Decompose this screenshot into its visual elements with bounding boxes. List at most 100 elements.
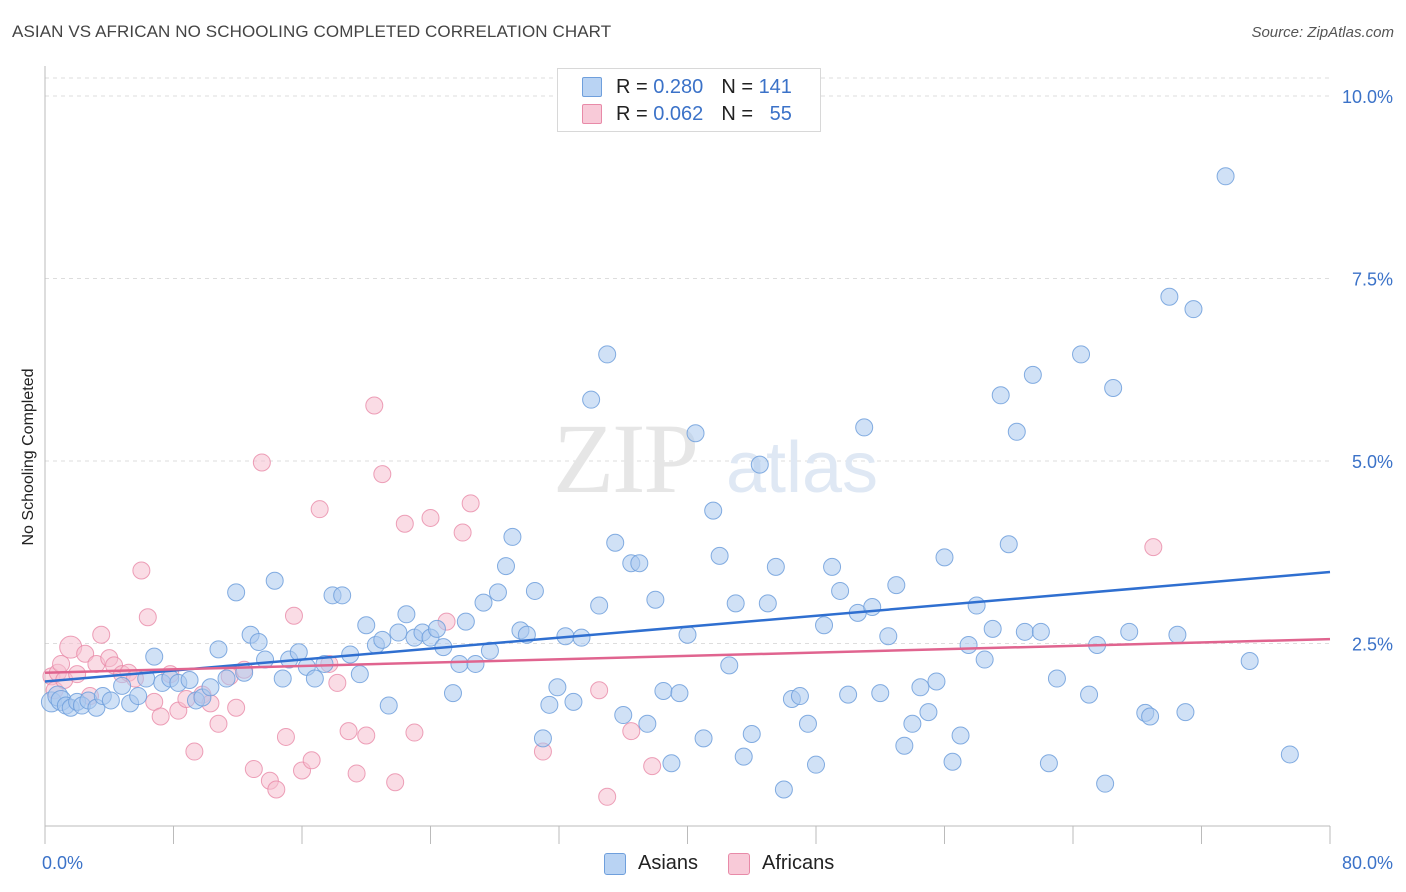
asian-point	[564, 692, 583, 711]
asian-point	[101, 691, 120, 710]
african-point	[453, 523, 472, 542]
asian-point	[145, 647, 164, 666]
asian-point	[742, 725, 761, 744]
y-tick-label-0: 2.5%	[1352, 635, 1393, 655]
african-point	[244, 760, 263, 779]
asian-point	[1216, 167, 1235, 186]
asian-point	[662, 754, 681, 773]
asian-point	[734, 747, 753, 766]
african-point	[1144, 538, 1163, 557]
asian-point	[572, 628, 591, 647]
tick-labels: 2.5% 5.0% 7.5% 10.0% 0.0% 80.0%	[42, 87, 1393, 873]
legend-item-asians[interactable]: Asians	[604, 852, 698, 875]
asian-point	[1176, 703, 1195, 722]
african-point	[252, 453, 271, 472]
asian-point	[951, 726, 970, 745]
asian-point	[935, 548, 954, 567]
asian-point	[654, 681, 673, 700]
africans-legend-swatch	[728, 852, 750, 875]
asian-point	[959, 635, 978, 654]
africans-swatch	[582, 104, 602, 124]
asian-point	[670, 684, 689, 703]
asian-point	[871, 684, 890, 703]
watermark-atlas: atlas	[726, 428, 878, 508]
asian-point	[217, 669, 236, 688]
african-point	[590, 681, 609, 700]
asian-point	[823, 557, 842, 576]
asian-point	[750, 455, 769, 474]
asian-point	[678, 625, 697, 644]
asian-point	[209, 640, 228, 659]
asian-point	[694, 729, 713, 748]
african-point	[276, 727, 295, 746]
african-point	[267, 780, 286, 799]
asian-point	[474, 593, 493, 612]
asian-point	[943, 752, 962, 771]
asian-point	[1023, 365, 1042, 384]
asian-point	[427, 619, 446, 638]
asian-point	[798, 714, 817, 733]
asian-point	[450, 654, 469, 673]
african-point	[328, 673, 347, 692]
african-point	[209, 714, 228, 733]
asian-point	[113, 676, 132, 695]
asian-point	[919, 703, 938, 722]
chart-title: ASIAN VS AFRICAN NO SCHOOLING COMPLETED …	[12, 22, 612, 41]
asian-point	[790, 687, 809, 706]
african-point	[185, 742, 204, 761]
african-point	[598, 787, 617, 806]
asian-point	[1039, 754, 1058, 773]
asians-r-label: R =	[616, 75, 648, 98]
asian-point	[443, 684, 462, 703]
watermark-zip: ZIP	[553, 403, 697, 514]
asians-points	[40, 167, 1299, 799]
african-point	[227, 698, 246, 717]
african-point	[302, 751, 321, 770]
x-tick-label-min: 0.0%	[42, 853, 83, 873]
asian-point	[389, 623, 408, 642]
asian-point	[991, 386, 1010, 405]
asian-point	[598, 345, 617, 364]
asian-point	[967, 596, 986, 615]
asian-point	[265, 571, 284, 590]
source-credit: Source: ZipAtlas.com	[1251, 24, 1394, 41]
y-tick-label-3: 10.0%	[1342, 87, 1393, 107]
asian-point	[1141, 707, 1160, 726]
asian-point	[357, 616, 376, 635]
asian-point	[1184, 300, 1203, 319]
asian-point	[999, 535, 1018, 554]
asian-point	[496, 557, 515, 576]
asian-point	[350, 665, 369, 684]
asian-point	[1280, 745, 1299, 764]
grid-lines	[45, 77, 1330, 644]
x-tick-label-max: 80.0%	[1342, 853, 1393, 873]
legend-item-africans[interactable]: Africans	[728, 852, 834, 875]
stats-legend: R = 0.280 N = 141 R = 0.062 N = 55	[557, 68, 821, 132]
asian-point	[686, 424, 705, 443]
asian-point	[540, 695, 559, 714]
asian-point	[758, 594, 777, 613]
african-point	[357, 726, 376, 745]
african-point	[395, 514, 414, 533]
asian-point	[180, 671, 199, 689]
asian-point	[646, 590, 665, 609]
asian-point	[1240, 652, 1259, 671]
y-tick-label-1: 5.0%	[1352, 452, 1393, 472]
asian-point	[766, 557, 785, 576]
africans-n-label: N =	[721, 102, 753, 125]
asians-r-value: 0.280	[653, 75, 704, 98]
african-point	[92, 625, 111, 644]
asian-point	[1120, 622, 1139, 641]
asians-legend-label: Asians	[638, 852, 699, 874]
asian-point	[305, 669, 324, 688]
asian-point	[774, 780, 793, 799]
african-point	[461, 494, 480, 513]
asian-point	[614, 706, 633, 725]
africans-points	[42, 396, 1163, 806]
asian-point	[227, 583, 246, 602]
african-point	[138, 608, 157, 627]
legend-row-africans: R = 0.062 N = 55	[582, 102, 792, 126]
asian-point	[606, 533, 625, 552]
african-point	[132, 561, 151, 580]
asian-point	[911, 678, 930, 697]
